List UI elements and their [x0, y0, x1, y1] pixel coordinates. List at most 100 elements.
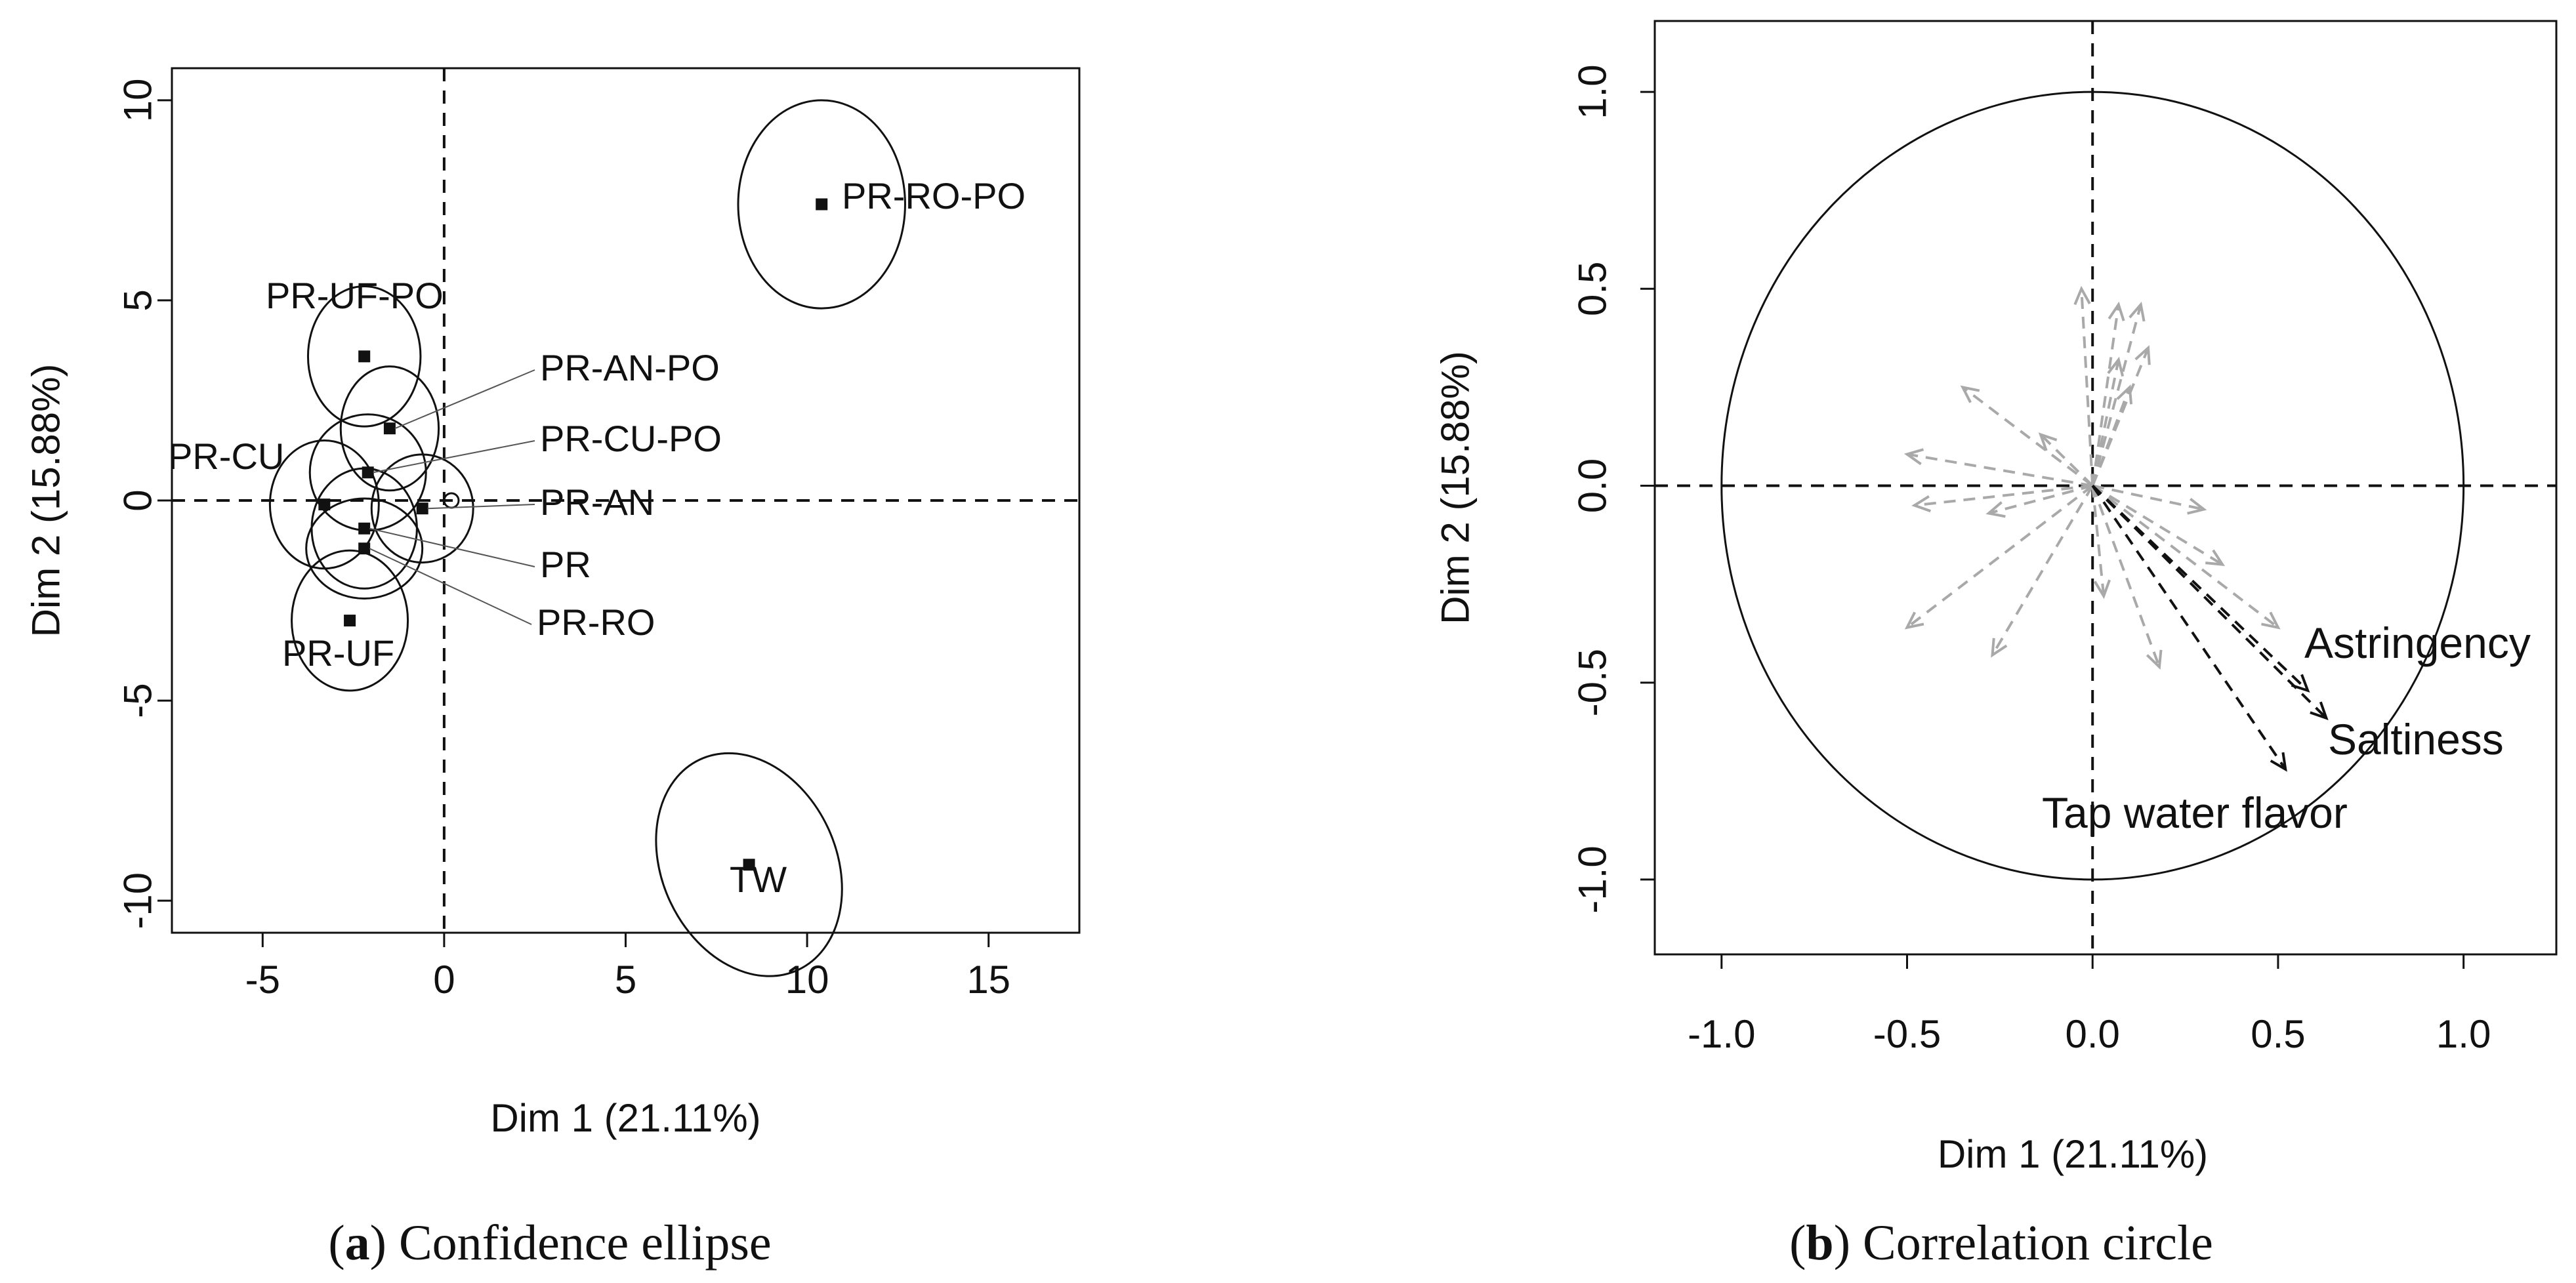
- variable-vector-head: [2261, 611, 2281, 630]
- point-labels: PR-RO-PO PR-UF-PO PR-AN-PO PR-CU-PO PR-CU PR-…: [168, 175, 1026, 900]
- variable-vector: [1914, 484, 2093, 507]
- x-tick-label: 0.0: [2065, 1012, 2119, 1056]
- vectors: [1903, 285, 2329, 772]
- y-axis-title: Dim 2 (15.88%): [24, 364, 68, 638]
- variable-vector-head: [1904, 611, 1924, 630]
- vector-labels: Astringency Saltiness Tap water flavor: [2042, 619, 2531, 837]
- variable-vector: [2080, 289, 2094, 486]
- variable-vector-head: [2107, 356, 2125, 377]
- point-label: PR-UF-PO: [266, 275, 444, 316]
- variable-vector: [1906, 484, 2094, 629]
- variable-vector-head: [2108, 301, 2125, 321]
- variable-vector-head: [2073, 285, 2091, 306]
- variable-vector-head: [2134, 345, 2151, 365]
- plot-frame: [1653, 20, 2558, 956]
- y-axis-title: Dim 2 (15.88%): [1434, 351, 1478, 624]
- point-label: PR-AN: [540, 481, 654, 523]
- confidence-ellipse-pr-uf-po: [306, 285, 422, 428]
- x-tick-label: 1.0: [2436, 1012, 2491, 1056]
- caption-text: Correlation circle: [1863, 1215, 2213, 1271]
- variable-vector: [2039, 434, 2094, 487]
- variable-vector: [1991, 485, 2094, 656]
- y-tick-label: -10: [116, 872, 160, 929]
- vector-saltiness: [2091, 485, 2327, 720]
- variable-vector-head: [1991, 638, 2008, 658]
- confidence-ellipse-tw: [655, 752, 843, 977]
- y-tick-label: -1.0: [1571, 845, 1615, 913]
- leader-line: [369, 548, 532, 625]
- variable-vector: [1907, 453, 2093, 487]
- point-label: TW: [730, 859, 787, 900]
- y-tick-label: 10: [116, 78, 160, 122]
- variable-vector-head: [2187, 498, 2207, 515]
- vector-label-saltiness: Saltiness: [2328, 715, 2504, 764]
- variable-vector: [2091, 304, 2120, 486]
- caption-letter: a: [345, 1215, 370, 1271]
- x-tick-label: 0: [433, 958, 455, 1002]
- caption: (b) Correlation circle: [1789, 1215, 2213, 1271]
- axes: -1.0 -0.5 0.0 0.5 1.0 -1.0 -0.5 0.0 0.5 1.0: [1571, 20, 2558, 1056]
- variable-vector: [1962, 386, 2094, 487]
- confidence-ellipse-pr-uf: [291, 549, 409, 692]
- point-pr-cu: [318, 499, 331, 511]
- variable-vector: [2091, 484, 2279, 629]
- y-tick-label: 0.0: [1571, 458, 1615, 513]
- point-label: PR-AN-PO: [540, 347, 720, 388]
- variable-vector: [1988, 484, 2093, 515]
- vector-tap-water-flavor: [2091, 485, 2287, 770]
- point-label: PR-RO: [537, 601, 655, 643]
- leader-line: [427, 504, 535, 510]
- x-tick-label: 5: [615, 958, 636, 1002]
- leader-line: [369, 527, 535, 567]
- point-pr-ro-po: [816, 198, 828, 211]
- point-pr: [358, 522, 371, 535]
- point-tw: [743, 859, 755, 871]
- variable-vector-head: [2146, 649, 2163, 670]
- point-pr-cu-po: [362, 466, 374, 479]
- point-label: PR-CU: [168, 436, 284, 477]
- y-tick-label: 0.5: [1571, 262, 1615, 316]
- point-pr-an: [416, 502, 428, 515]
- variable-vector-head: [2093, 579, 2111, 600]
- variable-vector: [2091, 304, 2142, 487]
- vector-saltiness-head: [2310, 701, 2329, 720]
- x-tick-label: 0.5: [2251, 1012, 2305, 1056]
- variable-vector-head: [1903, 448, 1924, 466]
- point-label: PR: [540, 544, 591, 585]
- caption-letter: b: [1806, 1215, 1833, 1271]
- caption: (a) Confidence ellipse: [328, 1215, 771, 1271]
- leader-line: [394, 369, 535, 430]
- x-axis-title: Dim 1 (21.11%): [490, 1096, 760, 1140]
- variable-vector: [2091, 485, 2161, 668]
- x-tick-label: -0.5: [1873, 1012, 1941, 1056]
- y-tick-label: 1.0: [1571, 64, 1615, 119]
- point-pr-ro: [358, 542, 371, 555]
- points: [318, 198, 828, 871]
- confidence-ellipse-pr-an: [370, 453, 474, 564]
- variable-vector-head: [2129, 301, 2146, 322]
- variable-vector-head: [1985, 501, 2006, 518]
- x-tick-label: -5: [245, 958, 280, 1002]
- variable-vector: [2091, 485, 2106, 596]
- y-tick-label: -0.5: [1571, 649, 1615, 716]
- point-label: PR-UF: [282, 632, 394, 674]
- vector-label-tap-water-flavor: Tap water flavor: [2042, 788, 2348, 837]
- confidence-ellipse-pr-an-po: [339, 365, 440, 492]
- point-pr-uf: [344, 615, 356, 627]
- variable-vector-head: [1960, 385, 1980, 403]
- y-tick-label: -5: [116, 683, 160, 718]
- vector-label-astringency: Astringency: [2304, 619, 2531, 667]
- confidence-ellipse-pr-ro: [305, 497, 424, 600]
- variable-vector-head: [2038, 432, 2058, 451]
- correlation-circle-panel: -1.0 -0.5 0.0 0.5 1.0 -1.0 -0.5 0.0 0.5 1.0 Astri…: [1434, 20, 2558, 1271]
- point-pr-uf-po: [358, 350, 371, 363]
- unit-circle: [1720, 91, 2465, 881]
- x-axis-title: Dim 1 (21.11%): [1938, 1132, 2208, 1176]
- point-pr-an-po: [383, 422, 396, 435]
- confidence-ellipse-pr-ro-po: [737, 99, 906, 310]
- point-label: PR-RO-PO: [842, 175, 1026, 216]
- variable-vector-head: [2116, 384, 2133, 405]
